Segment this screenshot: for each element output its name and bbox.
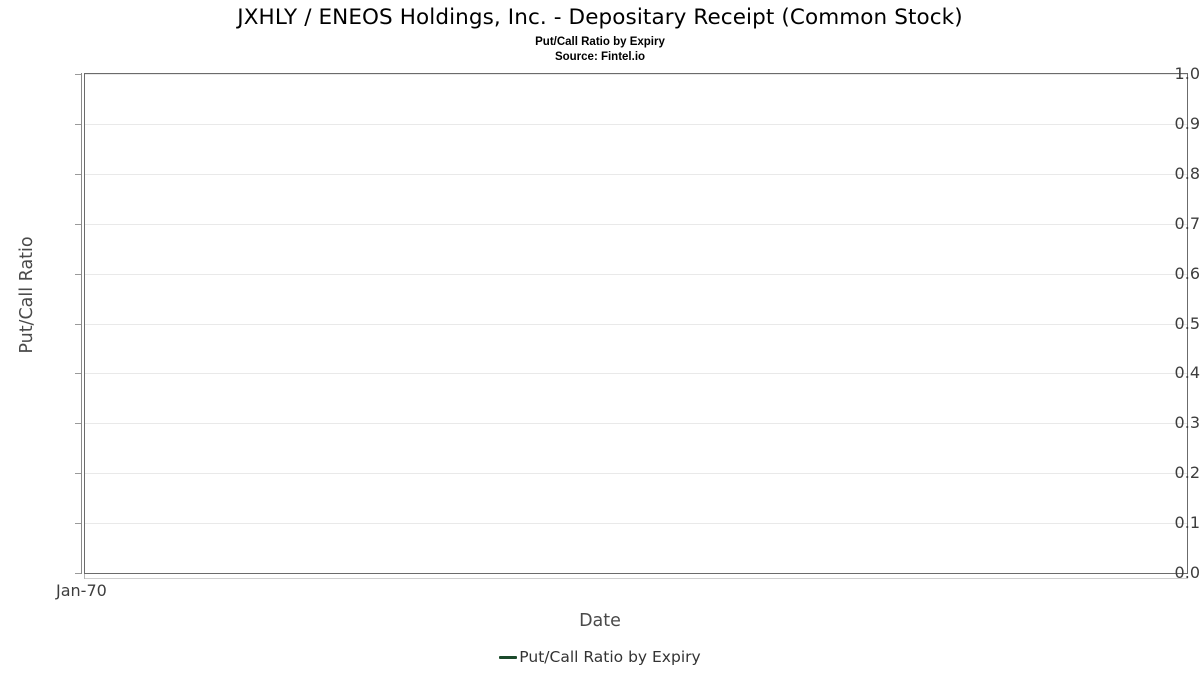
gridline xyxy=(85,423,1187,424)
gridline xyxy=(85,473,1187,474)
y-axis-title: Put/Call Ratio xyxy=(17,236,37,354)
y-tick-mark xyxy=(75,324,81,325)
y-tick-label: 0.3 xyxy=(1174,413,1200,432)
y-tick-mark xyxy=(75,124,81,125)
chart-subtitle: Put/Call Ratio by Expiry xyxy=(535,36,665,48)
page-title: JXHLY / ENEOS Holdings, Inc. - Depositar… xyxy=(237,5,963,30)
y-tick-mark xyxy=(75,174,81,175)
y-tick-mark xyxy=(75,423,81,424)
y-tick-mark xyxy=(75,224,81,225)
gridline xyxy=(85,124,1187,125)
gridline xyxy=(85,224,1187,225)
y-tick-label: 0.1 xyxy=(1174,513,1200,532)
y-tick-label: 0.7 xyxy=(1174,214,1200,233)
y-tick-mark xyxy=(75,74,81,75)
y-tick-mark xyxy=(75,473,81,474)
y-tick-label: 0.9 xyxy=(1174,114,1200,133)
y-tick-label: 1.0 xyxy=(1174,64,1200,83)
y-tick-mark xyxy=(75,523,81,524)
gridline xyxy=(85,74,1187,75)
y-tick-label: 0.4 xyxy=(1174,363,1200,382)
y-tick-label: 0.5 xyxy=(1174,314,1200,333)
plot-area xyxy=(84,73,1188,574)
legend-item[interactable]: Put/Call Ratio by Expiry xyxy=(499,648,701,666)
chart-source-caption: Source: Fintel.io xyxy=(554,51,646,63)
y-tick-label: 0.6 xyxy=(1174,264,1200,283)
x-tick-label: Jan-70 xyxy=(56,581,107,600)
y-tick-label: 0.8 xyxy=(1174,164,1200,183)
x-axis-spine xyxy=(84,578,1188,579)
x-tick-mark xyxy=(84,574,85,579)
gridline xyxy=(85,373,1187,374)
gridline xyxy=(85,274,1187,275)
y-tick-label: 0.0 xyxy=(1174,563,1200,582)
y-axis-spine xyxy=(81,73,82,574)
y-tick-label: 0.2 xyxy=(1174,463,1200,482)
y-tick-mark xyxy=(75,573,81,574)
legend-label: Put/Call Ratio by Expiry xyxy=(519,648,701,666)
legend-line-icon xyxy=(499,655,518,659)
chart-legend: Put/Call Ratio by Expiry xyxy=(0,648,1200,666)
y-tick-mark xyxy=(75,373,81,374)
gridline xyxy=(85,174,1187,175)
y-tick-mark xyxy=(75,274,81,275)
gridline xyxy=(85,324,1187,325)
gridline xyxy=(85,523,1187,524)
x-axis-title: Date xyxy=(579,611,621,631)
